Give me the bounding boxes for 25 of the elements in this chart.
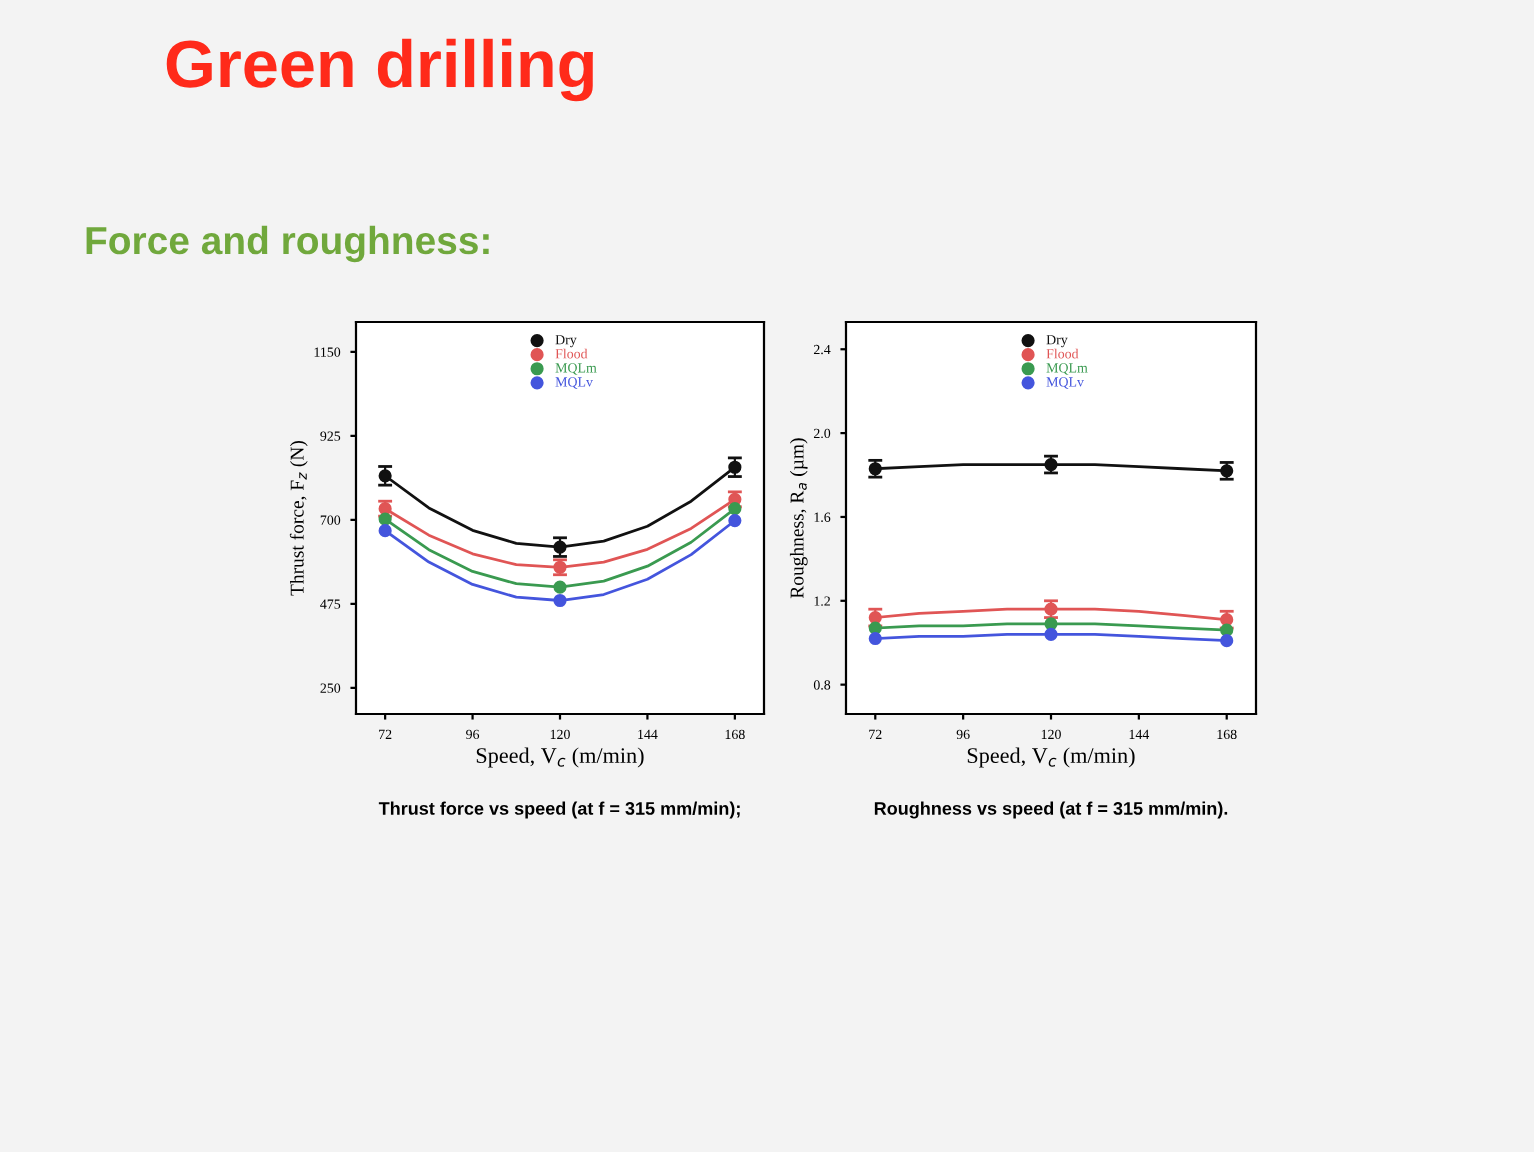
y-axis-title: Thrust force, F$_{z}$ (N)	[289, 441, 308, 596]
text: Roughness vs speed (at f = 315 mm/min).	[874, 801, 1228, 819]
point	[1220, 613, 1234, 627]
chart-subtitle: Force and roughness:	[86, 225, 489, 263]
point	[868, 462, 882, 476]
point	[728, 460, 742, 474]
point	[868, 621, 882, 635]
point	[378, 512, 392, 526]
chart-title: Green drilling	[166, 38, 593, 102]
point	[1220, 623, 1234, 637]
point	[1044, 617, 1058, 631]
point	[378, 469, 392, 483]
text: Thrust force vs speed (at f = 315 mm/min);	[378, 801, 740, 819]
point	[728, 502, 742, 516]
x-axis-title: Speed, V$_{c}$ (m/min)	[476, 747, 644, 768]
point	[868, 631, 882, 646]
point	[1220, 634, 1234, 648]
point	[553, 540, 567, 554]
point	[553, 593, 567, 608]
y-axis-title: Roughness, R$_{a}$ (µm)	[789, 438, 808, 599]
point	[378, 524, 392, 538]
x-axis-title: Speed, V$_{c}$ (m/min)	[967, 747, 1135, 768]
point	[728, 514, 742, 528]
point	[1044, 627, 1058, 641]
point	[553, 580, 567, 594]
